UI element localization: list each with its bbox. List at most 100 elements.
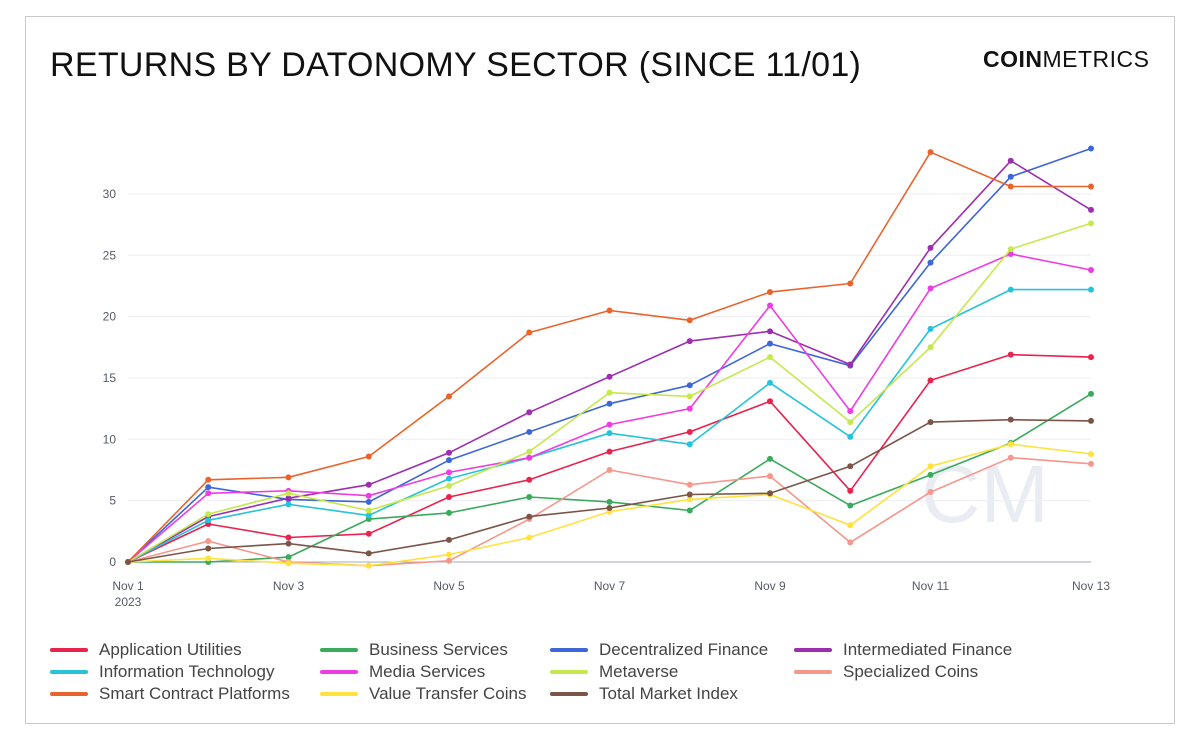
- data-point[interactable]: [927, 259, 934, 266]
- data-point[interactable]: [767, 379, 773, 386]
- data-point[interactable]: [365, 498, 372, 505]
- data-point[interactable]: [205, 490, 212, 497]
- data-point[interactable]: [767, 354, 773, 361]
- data-point[interactable]: [1088, 145, 1094, 152]
- data-point[interactable]: [446, 449, 452, 456]
- data-point[interactable]: [606, 400, 613, 407]
- data-point[interactable]: [606, 307, 613, 314]
- data-point[interactable]: [446, 557, 452, 564]
- data-point[interactable]: [847, 280, 854, 287]
- data-point[interactable]: [1007, 246, 1014, 253]
- data-point[interactable]: [205, 555, 212, 562]
- data-point[interactable]: [526, 428, 533, 435]
- legend-item-intermediated-finance[interactable]: Intermediated Finance: [794, 640, 1012, 660]
- data-point[interactable]: [767, 302, 773, 309]
- data-point[interactable]: [847, 361, 854, 368]
- data-point[interactable]: [686, 481, 693, 488]
- data-point[interactable]: [606, 373, 613, 380]
- data-point[interactable]: [205, 484, 212, 491]
- data-point[interactable]: [927, 463, 934, 470]
- data-point[interactable]: [767, 473, 773, 480]
- legend-item-metaverse[interactable]: Metaverse: [550, 662, 678, 682]
- data-point[interactable]: [1007, 351, 1014, 358]
- data-point[interactable]: [526, 409, 533, 416]
- data-point[interactable]: [927, 149, 934, 156]
- data-point[interactable]: [365, 530, 372, 537]
- data-point[interactable]: [446, 393, 452, 400]
- data-point[interactable]: [847, 408, 854, 415]
- data-point[interactable]: [606, 389, 613, 396]
- data-point[interactable]: [526, 493, 533, 500]
- data-point[interactable]: [365, 562, 372, 569]
- data-point[interactable]: [526, 534, 533, 541]
- data-point[interactable]: [606, 430, 613, 437]
- data-point[interactable]: [1088, 354, 1094, 361]
- data-point[interactable]: [205, 476, 212, 483]
- data-point[interactable]: [285, 560, 292, 567]
- data-point[interactable]: [847, 487, 854, 494]
- data-point[interactable]: [1088, 206, 1094, 213]
- data-point[interactable]: [927, 325, 934, 332]
- data-point[interactable]: [767, 289, 773, 296]
- data-point[interactable]: [686, 496, 693, 503]
- data-point[interactable]: [686, 441, 693, 448]
- data-point[interactable]: [686, 405, 693, 412]
- data-point[interactable]: [1088, 460, 1094, 467]
- data-point[interactable]: [1007, 183, 1014, 190]
- data-point[interactable]: [285, 534, 292, 541]
- legend-item-application-utilities[interactable]: Application Utilities: [50, 640, 242, 660]
- data-point[interactable]: [686, 338, 693, 345]
- data-point[interactable]: [767, 398, 773, 405]
- data-point[interactable]: [205, 538, 212, 545]
- data-point[interactable]: [927, 377, 934, 384]
- data-point[interactable]: [847, 419, 854, 426]
- data-point[interactable]: [205, 517, 212, 524]
- data-point[interactable]: [927, 244, 934, 251]
- data-point[interactable]: [446, 457, 452, 464]
- data-point[interactable]: [686, 317, 693, 324]
- data-point[interactable]: [1088, 390, 1094, 397]
- legend-item-smart-contract-platforms[interactable]: Smart Contract Platforms: [50, 684, 290, 704]
- data-point[interactable]: [446, 475, 452, 482]
- data-point[interactable]: [847, 433, 854, 440]
- data-point[interactable]: [686, 507, 693, 514]
- data-point[interactable]: [285, 501, 292, 508]
- data-point[interactable]: [125, 559, 131, 565]
- data-point[interactable]: [446, 551, 452, 558]
- data-point[interactable]: [927, 285, 934, 292]
- data-point[interactable]: [365, 550, 372, 557]
- data-point[interactable]: [1088, 286, 1094, 293]
- data-point[interactable]: [365, 512, 372, 519]
- data-point[interactable]: [526, 454, 533, 461]
- data-point[interactable]: [285, 490, 292, 497]
- legend-item-information-technology[interactable]: Information Technology: [50, 662, 274, 682]
- data-point[interactable]: [606, 421, 613, 428]
- data-point[interactable]: [205, 511, 212, 518]
- data-point[interactable]: [446, 482, 452, 489]
- data-point[interactable]: [1088, 220, 1094, 227]
- data-point[interactable]: [365, 481, 372, 488]
- data-point[interactable]: [285, 540, 292, 547]
- data-point[interactable]: [686, 428, 693, 435]
- data-point[interactable]: [446, 493, 452, 500]
- data-point[interactable]: [606, 498, 613, 505]
- data-point[interactable]: [285, 474, 292, 481]
- data-point[interactable]: [767, 340, 773, 347]
- data-point[interactable]: [606, 505, 613, 512]
- data-point[interactable]: [686, 382, 693, 389]
- data-point[interactable]: [446, 536, 452, 543]
- data-point[interactable]: [1007, 454, 1014, 461]
- data-point[interactable]: [927, 344, 934, 351]
- data-point[interactable]: [1007, 251, 1014, 258]
- data-point[interactable]: [285, 554, 292, 561]
- data-point[interactable]: [767, 328, 773, 335]
- data-point[interactable]: [526, 448, 533, 455]
- legend-item-media-services[interactable]: Media Services: [320, 662, 485, 682]
- data-point[interactable]: [686, 491, 693, 498]
- data-point[interactable]: [205, 545, 212, 552]
- data-point[interactable]: [1007, 157, 1014, 164]
- data-point[interactable]: [606, 466, 613, 473]
- data-point[interactable]: [526, 476, 533, 483]
- data-point[interactable]: [365, 453, 372, 460]
- data-point[interactable]: [1007, 416, 1014, 423]
